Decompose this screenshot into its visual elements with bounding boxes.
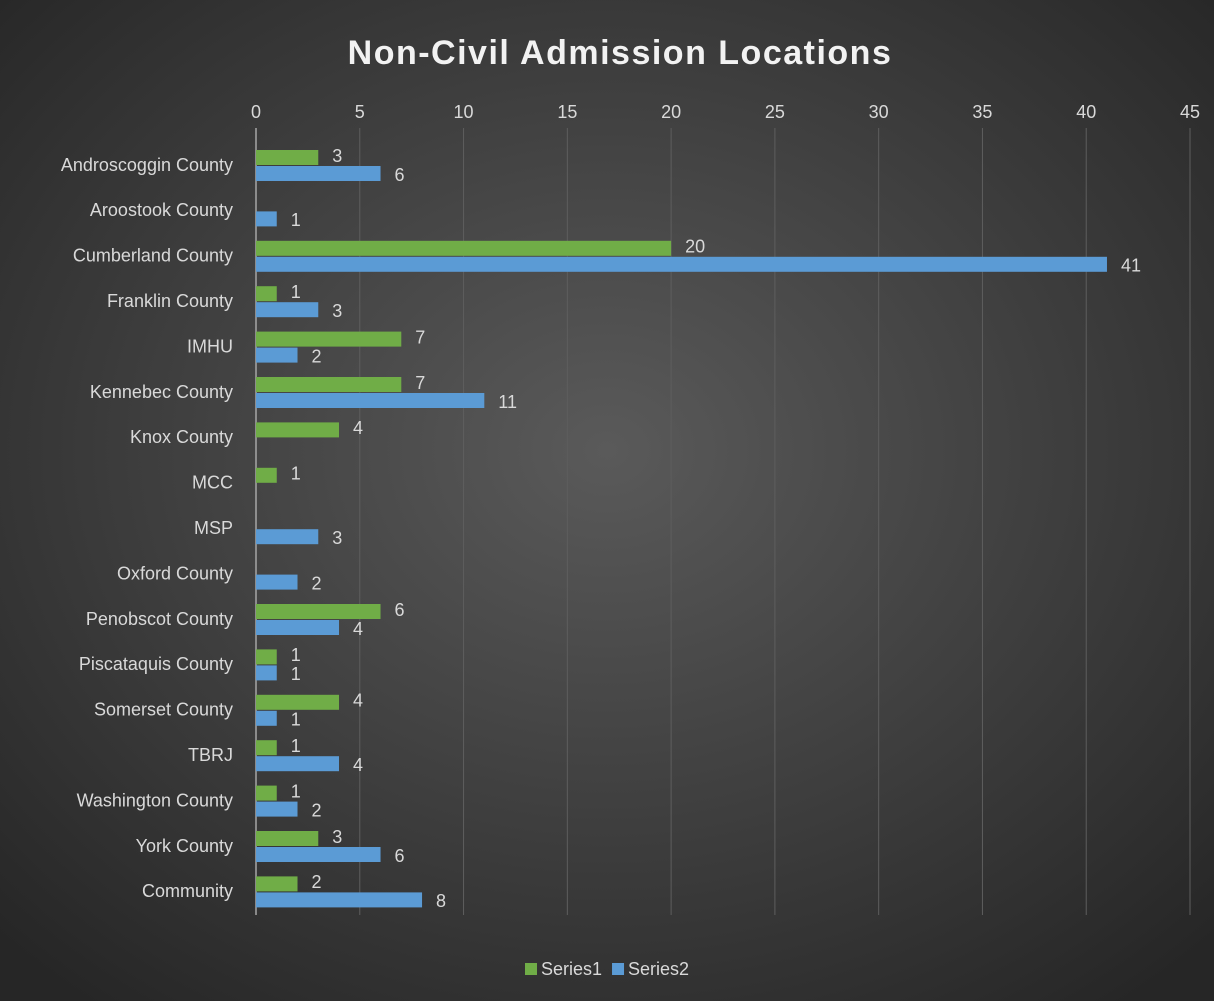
bar [256, 377, 402, 392]
data-label: 3 [332, 827, 342, 847]
y-tick-label: MCC [192, 473, 233, 493]
x-tick-label: 40 [1076, 102, 1096, 122]
bar [256, 302, 319, 318]
x-tick-label: 45 [1180, 102, 1200, 122]
x-tick-label: 15 [557, 102, 577, 122]
bar [256, 211, 277, 227]
y-tick-label: Knox County [130, 427, 233, 447]
bar [256, 331, 402, 347]
x-tick-label: 25 [765, 102, 785, 122]
x-tick-label: 0 [251, 102, 261, 122]
data-label: 11 [498, 392, 517, 412]
y-tick-label: Community [142, 881, 233, 901]
data-label: 4 [353, 755, 363, 775]
data-label: 1 [291, 464, 301, 484]
bar [256, 892, 423, 908]
data-label: 1 [291, 210, 301, 230]
legend-swatch [612, 963, 625, 975]
legend-swatch [525, 963, 537, 975]
y-tick-label: Piscataquis County [79, 654, 233, 674]
y-tick-label: Kennebec County [90, 382, 233, 402]
bar [256, 694, 340, 710]
data-label: 4 [353, 418, 363, 438]
data-label: 1 [291, 710, 301, 730]
bar [256, 529, 319, 545]
data-label: 20 [685, 237, 705, 257]
bar [256, 876, 298, 892]
y-tick-label: Washington County [77, 790, 233, 810]
data-label: 1 [291, 282, 301, 302]
x-tick-label: 10 [454, 102, 474, 122]
bar [256, 166, 381, 181]
bar [256, 756, 340, 772]
data-label: 3 [332, 528, 342, 548]
data-label: 7 [415, 373, 425, 393]
y-tick-label: Cumberland County [73, 246, 233, 266]
data-label: 41 [1121, 256, 1141, 276]
data-label: 4 [353, 691, 363, 711]
y-tick-label: Androscoggin County [61, 155, 233, 175]
data-label: 1 [291, 664, 301, 684]
y-tick-label: Somerset County [94, 700, 233, 720]
data-label: 6 [395, 600, 405, 620]
data-label: 1 [291, 736, 301, 756]
x-tick-label: 35 [972, 102, 992, 122]
data-label: 6 [395, 165, 405, 185]
data-label: 2 [312, 346, 322, 366]
bar [256, 256, 1107, 272]
y-tick-label: MSP [194, 518, 233, 538]
bar [256, 665, 277, 681]
data-label: 1 [291, 781, 301, 801]
bar [256, 620, 340, 635]
legend-label: Series2 [628, 959, 689, 979]
data-label: 4 [353, 619, 363, 639]
bar [256, 240, 672, 256]
bar [256, 347, 298, 363]
data-label: 1 [291, 645, 301, 665]
bar [256, 785, 277, 801]
bar [256, 574, 298, 590]
bar [256, 604, 381, 619]
bar [256, 831, 319, 846]
y-tick-label: Penobscot County [86, 609, 233, 629]
x-tick-label: 5 [355, 102, 365, 122]
y-tick-label: IMHU [187, 336, 233, 356]
chart-title: Non-Civil Admission Locations [348, 34, 893, 72]
data-label: 2 [312, 872, 322, 892]
bar [256, 393, 485, 408]
y-tick-label: Aroostook County [90, 200, 233, 220]
bar [256, 710, 277, 726]
bar [256, 286, 277, 302]
data-label: 2 [312, 800, 322, 820]
bar [256, 150, 319, 165]
bar [256, 649, 277, 665]
data-label: 6 [395, 846, 405, 866]
data-label: 8 [436, 891, 446, 911]
y-tick-label: Franklin County [107, 291, 233, 311]
bar [256, 847, 381, 862]
y-tick-label: York County [136, 836, 233, 856]
y-tick-label: TBRJ [188, 745, 233, 765]
bar [256, 422, 340, 438]
data-label: 2 [312, 573, 322, 593]
y-tick-label: Oxford County [117, 563, 233, 583]
data-label: 3 [332, 146, 342, 166]
bar [256, 467, 277, 483]
x-tick-label: 20 [661, 102, 681, 122]
bar [256, 740, 277, 756]
bar [256, 801, 298, 817]
data-label: 7 [415, 327, 425, 347]
data-label: 3 [332, 301, 342, 321]
legend-label: Series1 [541, 959, 602, 979]
x-tick-label: 30 [869, 102, 889, 122]
